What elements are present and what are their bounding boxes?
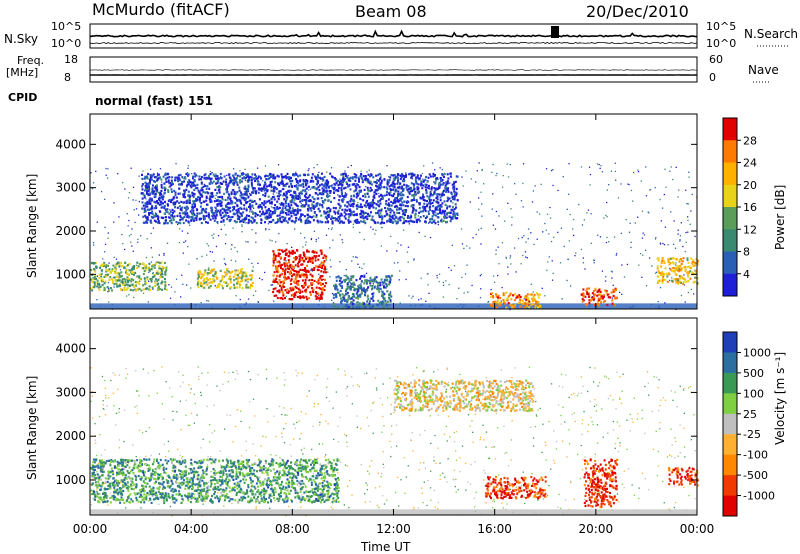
nsearch-tick-bottom: 10^0 (706, 37, 737, 50)
power-colorbar-tick-label-4: 20 (743, 179, 757, 192)
nave-tick-top: 60 (709, 53, 723, 66)
freq-panel-trace-0 (89, 69, 698, 71)
power-colorbar-swatch-5 (723, 229, 737, 252)
nsky-burst (551, 26, 559, 38)
xtick-label-5: 20:00 (579, 522, 614, 536)
velocity-colorbar-tick-label-0: 1000 (743, 346, 771, 359)
velocity-colorbar-swatch-1 (723, 352, 737, 374)
velocity-colorbar-swatch-7 (723, 475, 737, 496)
power-echo-region-4 (490, 291, 542, 309)
power-echo-region-7 (140, 172, 459, 225)
xtick-label-4: 16:00 (477, 522, 512, 536)
power-colorbar-swatch-3 (723, 184, 737, 208)
nsearch-label: N.Search (744, 27, 799, 41)
velocity-colorbar-tick-label-6: -500 (743, 469, 768, 482)
velocity-colorbar-frame (722, 331, 738, 517)
velocity-ytick-label-1: 2000 (55, 429, 86, 443)
xtick-label-0: 00:00 (73, 522, 108, 536)
freq-unit-label: [MHz] (6, 66, 39, 79)
power-echo-region-0 (90, 261, 168, 292)
velocity-colorbar-tick-label-2: 100 (743, 387, 764, 400)
velocity-ytick-label-2: 3000 (55, 385, 86, 399)
velocity-colorbar-swatch-6 (723, 454, 737, 476)
power-echo-region-6 (656, 257, 699, 285)
velocity-echo-region-3 (668, 466, 699, 487)
power-colorbar-label: Power [dB] (773, 184, 787, 250)
velocity-colorbar-tick-label-5: -100 (743, 449, 768, 462)
velocity-colorbar-swatch-4 (723, 413, 737, 435)
velocity-colorbar-swatch-3 (723, 393, 737, 415)
freq-label: Freq. (17, 54, 45, 67)
power-colorbar-swatch-6 (723, 251, 737, 275)
nsky-tick-top: 10^5 (51, 20, 82, 33)
velocity-colorbar-swatch-2 (723, 372, 737, 394)
nsky-label: N.Sky (4, 32, 39, 46)
power-ytick-label-2: 3000 (55, 181, 86, 195)
freq-tick-bottom: 8 (64, 71, 71, 84)
nsky-panel-trace-1 (89, 41, 698, 45)
power-echo-region-2 (272, 248, 328, 301)
cpid-value: normal (fast) 151 (95, 94, 213, 108)
xtick-label-6: 00:00 (680, 522, 715, 536)
velocity-ytick-label-0: 1000 (55, 473, 86, 487)
power-colorbar-swatch-2 (723, 162, 737, 186)
xtick-label-3: 12:00 (376, 522, 411, 536)
beam-title: Beam 08 (355, 2, 427, 21)
xtick-label-2: 08:00 (275, 522, 310, 536)
power-echo-region-5 (580, 287, 618, 307)
velocity-colorbar-swatch-8 (723, 495, 737, 517)
time-xlabel: Time UT (361, 540, 411, 554)
power-colorbar-tick-label-0: 4 (743, 268, 750, 281)
power-ytick-label-0: 1000 (55, 267, 86, 281)
velocity-colorbar-tick-label-3: 25 (743, 408, 757, 421)
station-title: McMurdo (fitACF) (92, 0, 230, 19)
velocity-echo-region-4 (393, 379, 535, 413)
cpid-label: CPID (8, 91, 38, 104)
power-colorbar-tick-label-3: 16 (743, 201, 757, 214)
power-colorbar-swatch-1 (723, 140, 737, 163)
power-echo-region-1 (196, 268, 254, 290)
velocity-colorbar-tick-label-4: -25 (743, 428, 761, 441)
nave-tick-bottom: 0 (709, 71, 716, 84)
power-ytick-label-3: 4000 (55, 137, 86, 151)
velocity-colorbar-tick-label-1: 500 (743, 367, 764, 380)
velocity-ylabel: Slant Range [km] (25, 375, 39, 480)
nsearch-tick-top: 10^5 (706, 20, 737, 33)
date-title: 20/Dec/2010 (586, 2, 689, 21)
velocity-colorbar-label: Velocity [m s⁻¹] (773, 351, 787, 445)
velocity-echo-region-1 (485, 475, 547, 500)
power-colorbar-tick-label-6: 28 (743, 134, 757, 147)
power-colorbar-tick-label-5: 24 (743, 157, 757, 170)
velocity-echo-region-2 (583, 458, 619, 509)
xtick-label-1: 04:00 (174, 522, 209, 536)
velocity-ytick-label-3: 4000 (55, 342, 86, 356)
power-echo-region-3 (332, 274, 393, 309)
freq-panel (89, 56, 698, 83)
nsky-panel-trace-0 (89, 29, 698, 38)
power-colorbar-tick-label-1: 8 (743, 246, 750, 259)
power-ylabel: Slant Range [km] (25, 173, 39, 278)
power-colorbar-tick-label-2: 12 (743, 223, 757, 236)
velocity-colorbar-tick-label-7: -1000 (743, 490, 775, 503)
velocity-colorbar-swatch-5 (723, 434, 737, 455)
power-colorbar-swatch-4 (723, 207, 737, 230)
power-ytick-label-1: 2000 (55, 224, 86, 238)
power-colorbar-swatch-7 (723, 273, 737, 297)
freq-tick-top: 18 (64, 53, 78, 66)
velocity-echo-region-0 (90, 458, 340, 505)
velocity-colorbar-swatch-0 (723, 332, 737, 353)
power-colorbar-swatch-0 (723, 118, 737, 141)
nave-label: Nave (748, 63, 779, 77)
nsky-tick-bottom: 10^0 (51, 37, 82, 50)
